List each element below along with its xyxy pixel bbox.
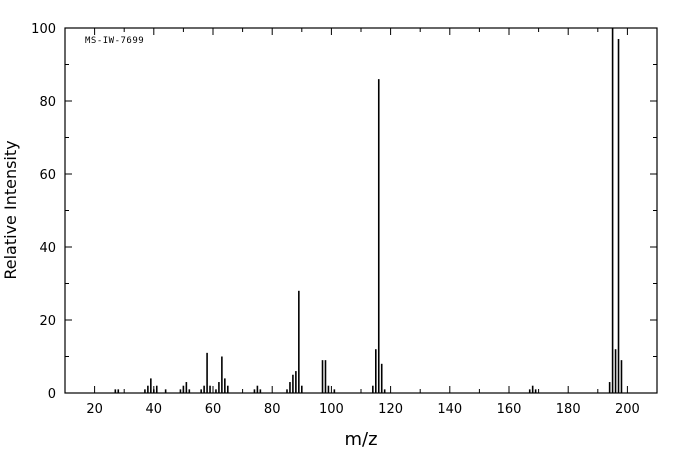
- svg-text:60: 60: [205, 402, 222, 417]
- svg-text:20: 20: [86, 402, 103, 417]
- y-axis-label: Relative Intensity: [1, 140, 20, 279]
- spectrum-axes-and-peaks: 20 40 60 80 100 120 140 160 180 200 0 20 40 60 80 100: [31, 22, 658, 417]
- svg-text:100: 100: [31, 22, 56, 37]
- svg-text:80: 80: [264, 402, 281, 417]
- svg-text:140: 140: [437, 402, 462, 417]
- svg-text:60: 60: [39, 168, 56, 183]
- svg-text:40: 40: [146, 402, 163, 417]
- svg-text:40: 40: [39, 241, 56, 256]
- svg-text:160: 160: [497, 402, 522, 417]
- svg-text:20: 20: [39, 314, 56, 329]
- svg-text:120: 120: [378, 402, 403, 417]
- svg-text:100: 100: [319, 402, 344, 417]
- svg-text:180: 180: [556, 402, 581, 417]
- svg-text:200: 200: [615, 402, 640, 417]
- x-axis-label: m/z: [344, 429, 377, 450]
- svg-text:0: 0: [48, 387, 56, 402]
- spectrum-id-label: MS-IW-7699: [85, 36, 144, 46]
- svg-text:80: 80: [39, 95, 56, 110]
